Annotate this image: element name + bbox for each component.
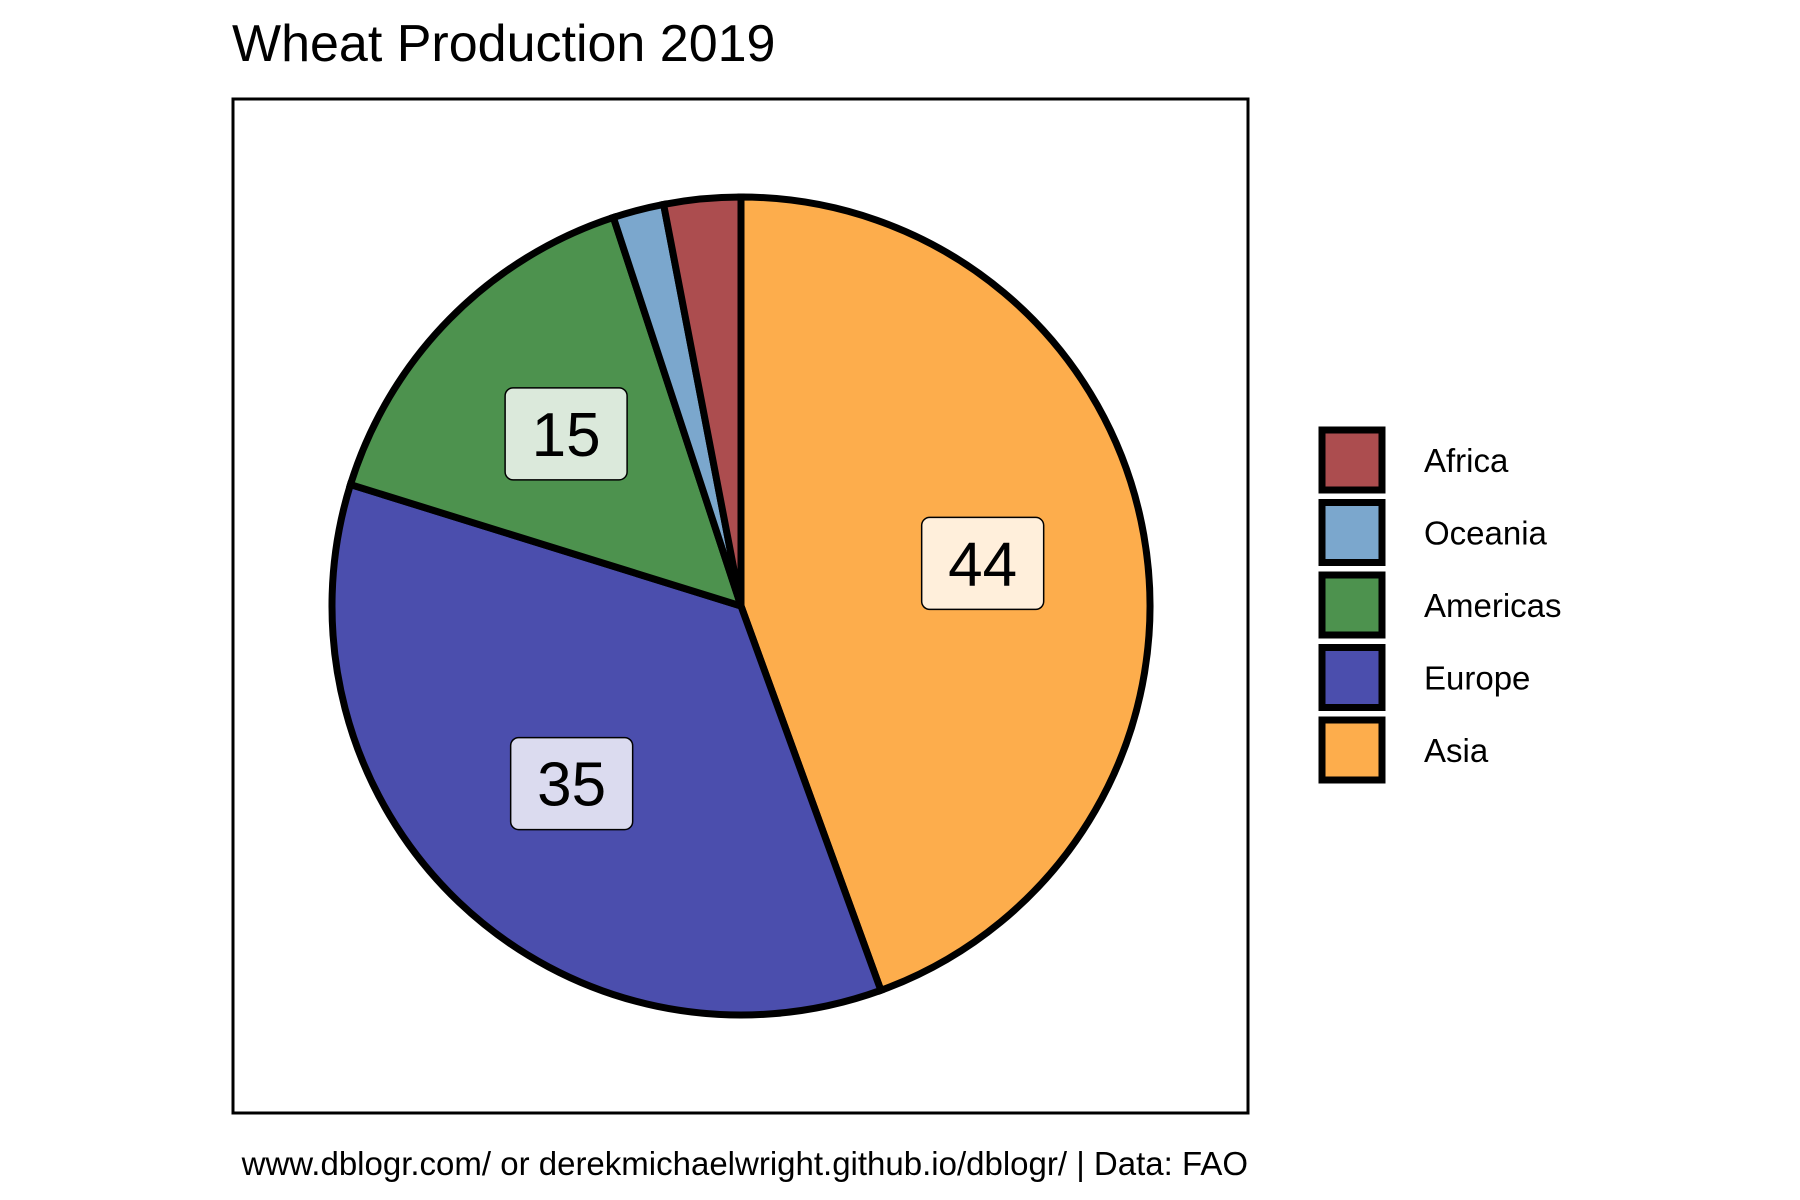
pie-slice-africa — [659, 193, 745, 607]
legend-label-asia: Asia — [1424, 732, 1489, 769]
slice-label-americas: 15 — [504, 387, 628, 481]
legend-item-americas: Americas — [1318, 571, 1562, 639]
legend-item-europe: Europe — [1318, 644, 1530, 711]
slice-label-value: 15 — [532, 401, 601, 470]
legend-key-europe — [1318, 644, 1386, 711]
legend-label-oceania: Oceania — [1424, 515, 1548, 552]
slice-label-box — [920, 516, 1045, 611]
slice-label-europe: 35 — [509, 736, 634, 831]
legend-item-oceania: Oceania — [1318, 499, 1548, 566]
legend: Africa Oceania Americas Europe Asia — [1318, 426, 1562, 784]
legend-label-africa: Africa — [1424, 442, 1509, 479]
slice-labels: 44 35 15 — [504, 387, 1045, 831]
legend-key-americas — [1318, 571, 1386, 639]
legend-key-asia — [1318, 716, 1386, 784]
slice-label-value: 44 — [948, 530, 1017, 599]
legend-label-europe: Europe — [1424, 660, 1530, 697]
slice-label-box — [504, 387, 628, 481]
slice-label-value: 35 — [537, 751, 606, 820]
legend-item-asia: Asia — [1318, 716, 1489, 784]
slice-label-box — [509, 736, 634, 831]
legend-label-americas: Americas — [1424, 587, 1562, 624]
chart-caption: www.dblogr.com/ or derekmichaelwright.gi… — [241, 1145, 1248, 1182]
legend-item-africa: Africa — [1318, 426, 1509, 494]
chart-title: Wheat Production 2019 — [232, 15, 775, 73]
legend-key-oceania — [1318, 499, 1386, 566]
slice-label-asia: 44 — [920, 516, 1045, 611]
legend-key-africa — [1318, 426, 1386, 494]
